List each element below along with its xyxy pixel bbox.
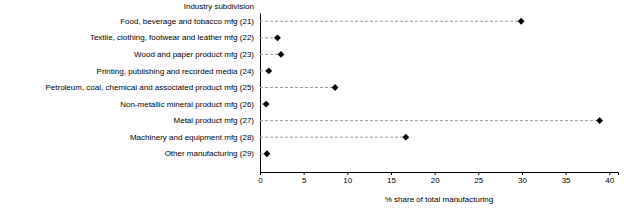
leader-line — [260, 21, 521, 22]
x-tick: 30 — [518, 172, 527, 185]
y-tick: Wood and paper product mfg (23) — [134, 50, 260, 59]
x-tick-label: 0 — [258, 176, 263, 185]
x-tick: 0 — [258, 172, 263, 185]
x-tick-mark — [435, 172, 436, 175]
y-tick: Metal product mfg (27) — [174, 116, 260, 125]
dot — [278, 51, 285, 58]
dot — [264, 150, 271, 157]
y-axis-title: Industry subdivision — [184, 2, 254, 11]
category-label: Food, beverage and tobacco mfg (21) — [120, 17, 254, 26]
category-label: Machinery and equipment mfg (28) — [130, 133, 254, 142]
dot — [518, 18, 525, 25]
x-tick-label: 10 — [343, 176, 352, 185]
category-label: Metal product mfg (27) — [174, 116, 255, 125]
x-axis-line — [261, 173, 619, 176]
y-tick: Food, beverage and tobacco mfg (21) — [120, 17, 260, 26]
dot — [332, 84, 339, 91]
y-axis-line-extension — [260, 162, 261, 172]
y-axis: Food, beverage and tobacco mfg (21) Texti… — [45, 14, 260, 163]
x-tick-mark — [391, 172, 392, 175]
x-tick-mark — [260, 172, 261, 175]
y-tick: Machinery and equipment mfg (28) — [130, 133, 260, 142]
x-tick-mark — [566, 172, 567, 175]
x-tick-label: 30 — [518, 176, 527, 185]
leader-line — [260, 87, 335, 88]
dot — [274, 34, 281, 41]
x-tick: 25 — [474, 172, 483, 185]
category-label: Other manufacturing (29) — [165, 149, 255, 158]
dot — [402, 134, 409, 141]
x-tick-label: 35 — [562, 176, 571, 185]
category-label: Printing, publishing and recorded media … — [97, 67, 255, 76]
category-label: Textile, clothing, footwear and leather … — [90, 33, 254, 42]
x-tick-mark — [609, 172, 610, 175]
x-tick-label: 40 — [605, 176, 614, 185]
chart: Industry subdivision Food, beverage and t… — [0, 0, 624, 208]
y-tick: Other manufacturing (29) — [165, 149, 260, 158]
category-label: Wood and paper product mfg (23) — [134, 50, 254, 59]
x-tick-mark — [478, 172, 479, 175]
leader-line — [260, 120, 600, 121]
x-tick-mark — [522, 172, 523, 175]
x-tick: 5 — [302, 172, 307, 185]
x-axis-title: % share of total manufacturing — [385, 195, 494, 204]
x-tick: 15 — [387, 172, 396, 185]
x-tick: 20 — [431, 172, 440, 185]
category-label: Non-metallic mineral product mfg (26) — [120, 100, 254, 109]
x-tick: 10 — [343, 172, 352, 185]
x-tick-label: 5 — [302, 176, 307, 185]
leader-line — [260, 137, 406, 138]
dot — [596, 117, 603, 124]
x-axis: 0 5 10 15 20 25 30 35 40 — [258, 172, 618, 185]
y-tick: Printing, publishing and recorded media … — [97, 67, 260, 76]
x-tick-label: 25 — [474, 176, 483, 185]
x-tick-mark — [347, 172, 348, 175]
dot — [263, 101, 270, 108]
x-tick-mark — [304, 172, 305, 175]
x-tick-label: 20 — [431, 176, 440, 185]
category-label: Petroleum, coal, chemical and associated… — [45, 83, 254, 92]
y-tick: Petroleum, coal, chemical and associated… — [45, 83, 260, 92]
y-tick: Textile, clothing, footwear and leather … — [90, 33, 260, 42]
dot — [265, 68, 272, 75]
y-tick: Non-metallic mineral product mfg (26) — [120, 100, 260, 109]
plot-area — [260, 18, 603, 157]
x-tick: 40 — [605, 172, 614, 185]
x-tick-label: 15 — [387, 176, 396, 185]
x-tick: 35 — [562, 172, 571, 185]
